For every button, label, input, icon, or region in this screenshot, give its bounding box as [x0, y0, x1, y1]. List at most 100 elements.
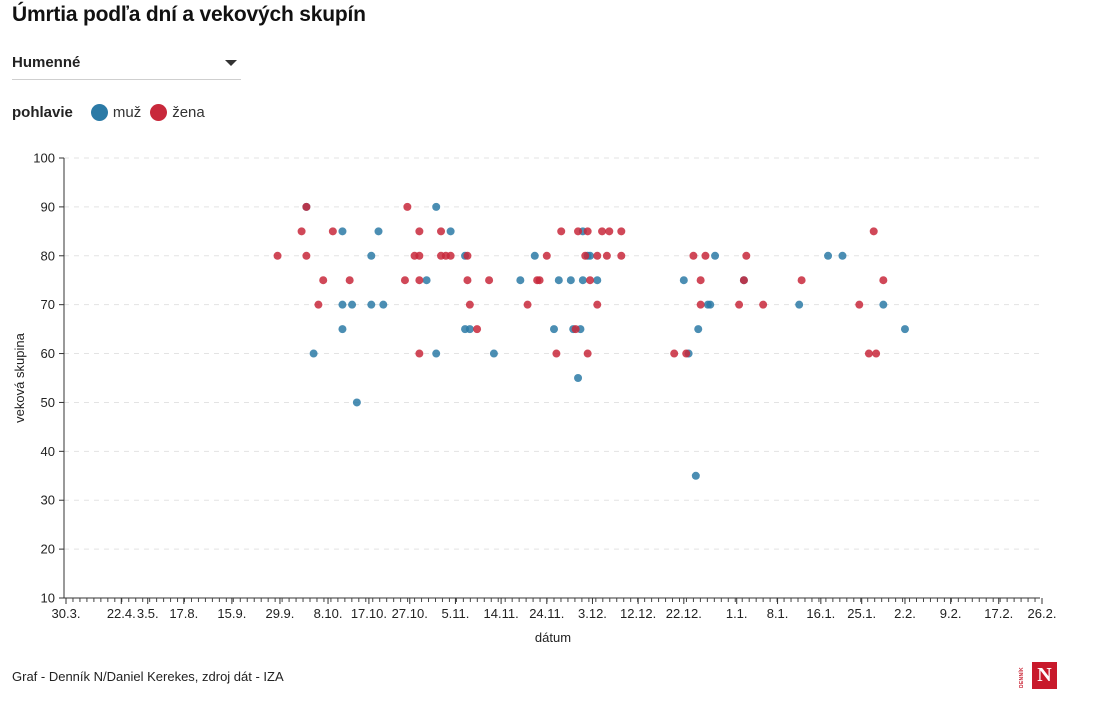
point-zena	[735, 300, 744, 309]
point-muz	[446, 227, 455, 236]
point-zena	[605, 227, 614, 236]
point-zena	[552, 349, 561, 358]
point-zena	[670, 349, 679, 358]
point-zena	[542, 251, 551, 260]
point-muz	[593, 276, 602, 285]
x-tick-label: 29.9.	[265, 606, 294, 621]
x-tick-label: 8.10.	[314, 606, 343, 621]
x-tick-label: 3.5.	[137, 606, 159, 621]
point-muz	[338, 325, 347, 334]
legend: pohlavie muž žena	[12, 101, 214, 123]
x-tick-label: 5.11.	[441, 606, 469, 621]
point-muz	[465, 325, 474, 334]
point-muz	[691, 471, 700, 480]
x-tick-label: 24.11.	[529, 606, 564, 621]
x-tick-label: 17.2.	[984, 606, 1013, 621]
point-zena	[739, 276, 748, 285]
legend-item-zena[interactable]: žena	[150, 103, 205, 121]
x-tick-label: 12.12.	[620, 606, 656, 621]
point-zena	[797, 276, 806, 285]
x-tick-label: 16.1.	[806, 606, 835, 621]
point-zena	[437, 227, 446, 236]
y-tick-label: 70	[41, 297, 55, 312]
point-zena	[485, 276, 494, 285]
point-muz	[530, 251, 539, 260]
point-zena	[872, 349, 881, 358]
point-zena	[682, 349, 691, 358]
point-muz	[422, 276, 431, 285]
point-muz	[516, 276, 525, 285]
y-axis-label: veková skupina	[12, 332, 27, 422]
point-muz	[838, 251, 847, 260]
legend-title: pohlavie	[12, 103, 73, 121]
point-zena	[302, 251, 311, 260]
x-tick-label: 22.12.	[666, 606, 702, 621]
point-muz	[348, 300, 357, 309]
point-muz	[900, 325, 909, 334]
y-tick-label: 10	[41, 591, 55, 606]
region-select[interactable]: Humenné	[12, 50, 241, 80]
y-tick-label: 40	[41, 444, 55, 459]
point-zena	[403, 202, 412, 211]
legend-item-muz[interactable]: muž	[90, 103, 141, 121]
point-zena	[598, 227, 607, 236]
x-tick-label: 9.2.	[940, 606, 962, 621]
point-zena	[345, 276, 354, 285]
point-zena	[583, 227, 592, 236]
point-zena	[581, 251, 590, 260]
point-zena	[696, 300, 705, 309]
point-zena	[535, 276, 544, 285]
point-zena	[319, 276, 328, 285]
x-tick-label: 2.2.	[894, 606, 916, 621]
point-muz	[432, 349, 441, 358]
point-muz	[338, 300, 347, 309]
chevron-down-icon	[225, 60, 237, 66]
point-muz	[338, 227, 347, 236]
point-muz	[694, 325, 703, 334]
y-tick-label: 80	[41, 248, 55, 263]
x-tick-label: 3.12.	[578, 606, 607, 621]
point-zena	[473, 325, 482, 334]
point-zena	[855, 300, 864, 309]
point-zena	[328, 227, 337, 236]
x-tick-label: 15.9.	[217, 606, 246, 621]
point-zena	[571, 325, 580, 334]
point-muz	[706, 300, 715, 309]
point-muz	[711, 251, 720, 260]
point-zena	[463, 276, 472, 285]
point-zena	[879, 276, 888, 285]
point-muz	[879, 300, 888, 309]
x-tick-label: 17.10.	[351, 606, 387, 621]
point-zena	[415, 349, 424, 358]
point-zena	[415, 227, 424, 236]
x-tick-label: 8.1.	[767, 606, 789, 621]
point-zena	[557, 227, 566, 236]
point-zena	[593, 251, 602, 260]
chart-title: Úmrtia podľa dní a vekových skupín	[12, 3, 366, 26]
point-zena	[302, 202, 311, 211]
point-zena	[273, 251, 282, 260]
point-muz	[578, 276, 587, 285]
point-muz	[824, 251, 833, 260]
point-muz	[795, 300, 804, 309]
point-muz	[374, 227, 383, 236]
point-muz	[432, 202, 441, 211]
x-tick-label: 14.11.	[484, 606, 519, 621]
y-tick-label: 30	[41, 493, 55, 508]
x-tick-label: 26.2.	[1028, 606, 1057, 621]
point-zena	[523, 300, 532, 309]
point-zena	[400, 276, 409, 285]
x-axis-label: dátum	[535, 630, 571, 645]
point-muz	[554, 276, 563, 285]
point-muz	[352, 398, 361, 407]
point-zena	[617, 227, 626, 236]
y-tick-label: 90	[41, 199, 55, 214]
point-zena	[446, 251, 455, 260]
x-tick-label: 17.8.	[169, 606, 198, 621]
point-zena	[759, 300, 768, 309]
point-zena	[314, 300, 323, 309]
x-tick-label: 22.4.	[107, 606, 136, 621]
point-zena	[297, 227, 306, 236]
point-zena	[701, 251, 710, 260]
point-muz	[679, 276, 688, 285]
